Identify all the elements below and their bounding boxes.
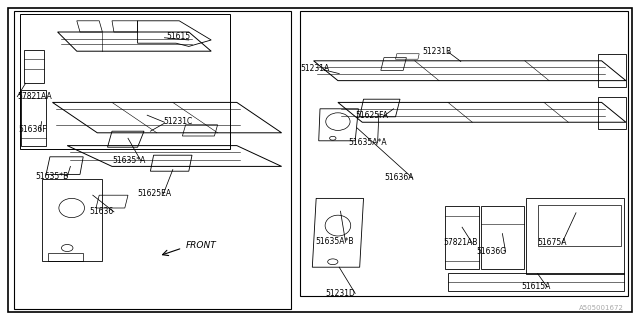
Text: 51231B: 51231B [422,47,452,56]
Text: 51635A*B: 51635A*B [315,237,353,246]
Text: 51636G: 51636G [477,247,507,256]
Text: 51636A: 51636A [384,173,413,182]
Text: 51635*A: 51635*A [112,156,145,164]
Text: 51615A: 51615A [522,282,551,291]
Text: 51615: 51615 [166,32,191,41]
Text: 57821AA: 57821AA [17,92,52,100]
Text: 51231A: 51231A [301,64,330,73]
Text: 51635*B: 51635*B [35,172,68,180]
Text: 51625EA: 51625EA [138,189,172,198]
Text: FRONT: FRONT [186,241,216,250]
Text: 51636F: 51636F [18,125,47,134]
Text: 51625FA: 51625FA [355,111,388,120]
Text: 51636: 51636 [90,207,114,216]
Text: 51675A: 51675A [538,238,567,247]
Text: 51231D: 51231D [325,289,355,298]
Text: 51231C: 51231C [163,117,193,126]
Text: A505001672: A505001672 [579,305,623,311]
Text: 57821AB: 57821AB [443,238,477,247]
Text: 51635A*A: 51635A*A [349,138,387,147]
